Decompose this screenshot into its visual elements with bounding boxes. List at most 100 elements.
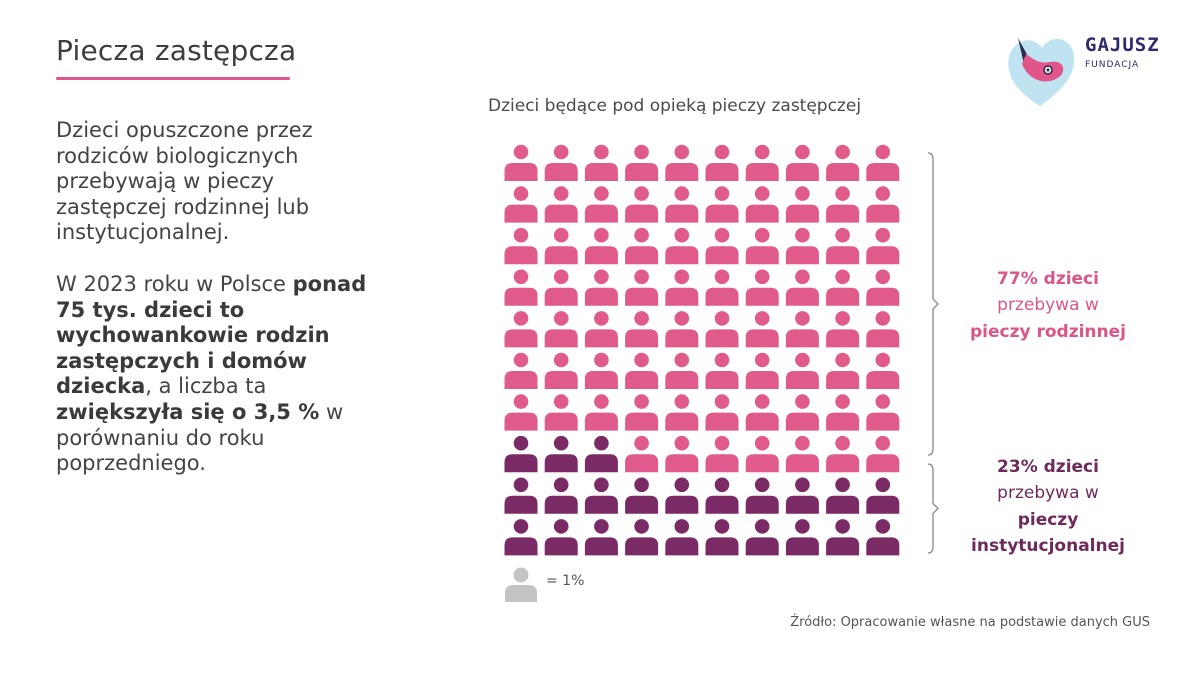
person-icon-family: [504, 269, 538, 306]
person-icon-institutional: [785, 477, 819, 514]
person-icon-family: [866, 269, 900, 306]
person-icon-family: [665, 352, 699, 389]
title-underline: [56, 77, 290, 80]
para2-bold-2: zwiększyła się o 3,5 %: [56, 400, 320, 425]
person-icon-family: [544, 186, 578, 223]
person-icon-family: [785, 352, 819, 389]
person-icon-family: [785, 186, 819, 223]
person-icon-family: [584, 311, 618, 348]
person-icon-institutional: [665, 519, 699, 556]
person-icon-family: [745, 144, 779, 181]
person-icon-family: [625, 394, 659, 431]
person-icon-family: [826, 227, 860, 265]
person-icon-institutional: [544, 519, 578, 556]
person-icon-family: [625, 435, 659, 473]
person-icon-institutional: [584, 519, 618, 556]
person-icon-institutional: [504, 477, 538, 514]
person-icon-family: [544, 352, 578, 389]
person-icon-family: [785, 311, 819, 348]
person-icon-family: [625, 186, 659, 223]
person-icon-family: [785, 435, 819, 473]
label-inst-line2: przebywa w: [997, 483, 1099, 504]
person-icon-family: [785, 269, 819, 306]
person-icon-family: [745, 227, 779, 265]
person-icon-family: [665, 394, 699, 431]
legend-person-icon: [505, 567, 537, 602]
page-title: Piecza zastępcza: [56, 34, 297, 67]
label-family-pct: 77% dzieci: [997, 269, 1099, 289]
person-icon-family: [705, 269, 739, 306]
person-icon-institutional: [504, 519, 538, 556]
person-icon-family: [745, 352, 779, 389]
person-icon-family: [544, 144, 578, 181]
description-paragraph-1: Dzieci opuszczone przez rodziców biologi…: [56, 118, 313, 245]
person-icon-family: [665, 227, 699, 265]
label-family-line3: pieczy rodzinnej: [969, 321, 1126, 342]
person-icon-family: [745, 311, 779, 348]
label-family-line2: przebywa w: [997, 295, 1099, 316]
person-icon-family: [544, 394, 578, 431]
person-icon-institutional: [665, 477, 699, 514]
logo-name: GAJUSZ: [1085, 34, 1160, 56]
person-icon-family: [504, 144, 538, 181]
person-icon-institutional: [785, 519, 819, 556]
person-icon-family: [665, 144, 699, 181]
person-icon-family: [866, 435, 900, 473]
person-icon-family: [705, 394, 739, 431]
person-icon-family: [826, 269, 860, 306]
person-icon-family: [584, 186, 618, 223]
person-icon-family: [866, 186, 900, 223]
person-icon-institutional: [705, 519, 739, 556]
person-icon-family: [826, 394, 860, 431]
person-icon-family: [705, 227, 739, 265]
label-institutional-care: 23% dzieci przebywa w pieczy instytucjon…: [938, 454, 1158, 559]
person-icon-family: [544, 227, 578, 265]
person-icon-family: [504, 311, 538, 348]
person-icon-institutional: [544, 435, 578, 473]
person-icon-family: [504, 352, 538, 389]
person-icon-institutional: [625, 477, 659, 514]
person-icon-family: [826, 435, 860, 473]
person-icon-family: [665, 311, 699, 348]
person-icon-family: [665, 186, 699, 223]
person-icon-family: [705, 311, 739, 348]
person-icon-family: [584, 394, 618, 431]
person-icon-institutional: [625, 519, 659, 556]
person-icon-family: [866, 394, 900, 431]
person-icon-family: [625, 144, 659, 181]
person-icon-family: [584, 227, 618, 265]
description-paragraph-2: W 2023 roku w Polsce ponad 75 tys. dziec…: [56, 272, 386, 477]
para2-text-3: w porównaniu do roku poprzedniego.: [56, 400, 344, 476]
bracket-institutional: [927, 463, 939, 554]
person-icon-family: [625, 311, 659, 348]
person-icon-institutional: [745, 519, 779, 556]
person-icon-family: [504, 186, 538, 223]
label-inst-line4: instytucjonalnej: [971, 536, 1125, 557]
person-icon-family: [866, 311, 900, 348]
person-icon-family: [504, 227, 538, 265]
description-text: Dzieci opuszczone przez rodziców biologi…: [56, 118, 386, 477]
person-icon-family: [826, 144, 860, 181]
person-icon-institutional: [826, 519, 860, 556]
person-icon-family: [745, 435, 779, 473]
gajusz-logo: [1008, 38, 1075, 106]
person-icon-family: [584, 352, 618, 389]
logo-subtitle: FUNDACJA: [1085, 60, 1140, 70]
bracket-family: [927, 152, 939, 456]
person-icon-family: [745, 394, 779, 431]
para2-text-2: , a liczba ta: [145, 374, 267, 399]
person-icon-institutional: [745, 477, 779, 514]
person-icon-institutional: [544, 477, 578, 514]
chart-title: Dzieci będące pod opieką pieczy zastępcz…: [488, 96, 862, 116]
label-inst-pct: 23% dzieci: [997, 457, 1099, 477]
person-icon-family: [625, 227, 659, 265]
person-icon-family: [826, 352, 860, 389]
person-icon-institutional: [826, 477, 860, 514]
para2-bold-1: ponad 75 tys. dzieci to wychowankowie ro…: [56, 272, 367, 399]
para2-text-1: W 2023 roku w Polsce: [56, 272, 293, 297]
person-icon-family: [584, 269, 618, 306]
label-family-care: 77% dzieci przebywa w pieczy rodzinnej: [938, 266, 1158, 345]
person-icon-family: [705, 352, 739, 389]
person-icon-family: [625, 352, 659, 389]
